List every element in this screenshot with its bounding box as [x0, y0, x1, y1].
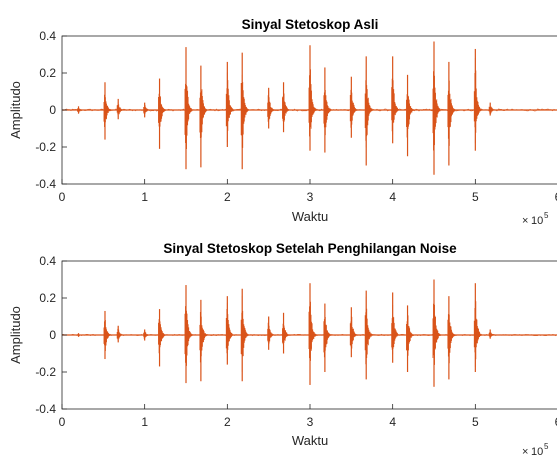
- y-tick-label: 0: [49, 328, 56, 342]
- chart-title: Sinyal Stetoskop Asli: [242, 17, 379, 32]
- y-axis-label: Amplitudo: [8, 306, 23, 364]
- signal-burst: [267, 87, 276, 129]
- signal-burst: [364, 56, 373, 166]
- x-exponent-label: × 10 5: [522, 211, 549, 227]
- svg-text:×: ×: [522, 215, 528, 227]
- x-exponent-power: 5: [544, 442, 549, 451]
- signal-burst: [349, 76, 358, 138]
- signal-burst: [432, 41, 441, 175]
- signal-burst: [199, 65, 208, 168]
- y-tick-label: 0.4: [39, 254, 56, 268]
- x-tick-label: 4: [389, 190, 396, 204]
- x-tick-label: 5: [472, 415, 479, 429]
- signal-burst: [349, 307, 358, 358]
- signal-burst: [199, 299, 208, 382]
- signal-burst: [184, 285, 193, 384]
- signal-burst: [116, 325, 125, 343]
- signal-burst: [116, 98, 125, 120]
- x-tick-label: 5: [472, 190, 479, 204]
- x-tick-label: 6: [555, 190, 557, 204]
- chart-original-signal: Sinyal Stetoskop Asli -0.4 -0.2 0 0.2 0.4 0 1…: [8, 17, 557, 227]
- signal-burst: [103, 82, 112, 140]
- signal-burst: [447, 61, 456, 166]
- signal-burst: [447, 296, 456, 380]
- y-tick-label: 0.4: [39, 29, 56, 43]
- signal-burst: [103, 310, 112, 360]
- x-tick-label: 4: [389, 415, 396, 429]
- signal-trace: [61, 41, 557, 175]
- x-tick-label: 0: [59, 190, 66, 204]
- x-tick-label: 3: [307, 415, 314, 429]
- y-axis-label: Amplitudo: [8, 81, 23, 139]
- signal-burst: [391, 56, 400, 144]
- signal-burst: [488, 329, 497, 339]
- x-tick-label: 2: [224, 190, 231, 204]
- signal-burst: [473, 283, 482, 372]
- x-tick-label: 1: [141, 415, 148, 429]
- signal-burst: [488, 102, 497, 116]
- y-tick-label: -0.4: [35, 177, 56, 191]
- x-exponent-power: 5: [544, 211, 549, 220]
- x-axis-label: Waktu: [292, 209, 328, 224]
- signal-burst: [308, 45, 317, 151]
- x-tick-label: 6: [555, 415, 557, 429]
- x-exponent-base: 10: [531, 446, 543, 458]
- signal-burst: [432, 279, 441, 387]
- signal-burst: [267, 316, 276, 350]
- signal-burst: [240, 288, 249, 382]
- x-axis-label: Waktu: [292, 433, 328, 448]
- signal-burst: [184, 47, 193, 170]
- signal-burst: [225, 296, 234, 365]
- signal-burst: [240, 52, 249, 170]
- x-tick-label: 0: [59, 415, 66, 429]
- signal-burst: [323, 67, 332, 153]
- svg-text:×: ×: [522, 446, 528, 458]
- signal-burst: [77, 106, 85, 114]
- signal-burst: [308, 283, 317, 385]
- signal-burst: [406, 74, 414, 157]
- y-tick-label: 0.2: [39, 291, 56, 305]
- signal-burst: [282, 82, 290, 133]
- x-exponent-label: × 10 5: [522, 442, 549, 458]
- signal-burst: [364, 290, 373, 380]
- signal-burst: [473, 48, 482, 151]
- x-exponent-base: 10: [531, 215, 543, 227]
- signal-burst: [391, 292, 400, 363]
- x-tick-label: 2: [224, 415, 231, 429]
- y-tick-label: -0.2: [35, 140, 56, 154]
- signal-burst: [143, 329, 152, 341]
- y-tick-label: -0.4: [35, 402, 56, 416]
- y-tick-label: 0.2: [39, 66, 56, 80]
- x-tick-label: 1: [141, 190, 148, 204]
- signal-burst: [282, 312, 290, 354]
- signal-burst: [406, 305, 414, 372]
- signal-burst: [143, 102, 152, 118]
- signal-trace: [62, 279, 557, 387]
- y-tick-label: -0.2: [35, 365, 56, 379]
- x-tick-label: 3: [307, 190, 314, 204]
- signal-burst: [77, 333, 84, 337]
- signal-burst: [158, 309, 166, 367]
- y-tick-label: 0: [49, 103, 56, 117]
- chart-title: Sinyal Stetoskop Setelah Penghilangan No…: [163, 241, 457, 256]
- chart-denoised-signal: Sinyal Stetoskop Setelah Penghilangan No…: [8, 241, 557, 458]
- signal-burst: [225, 61, 234, 147]
- signal-burst: [323, 303, 332, 372]
- signal-burst: [158, 78, 166, 149]
